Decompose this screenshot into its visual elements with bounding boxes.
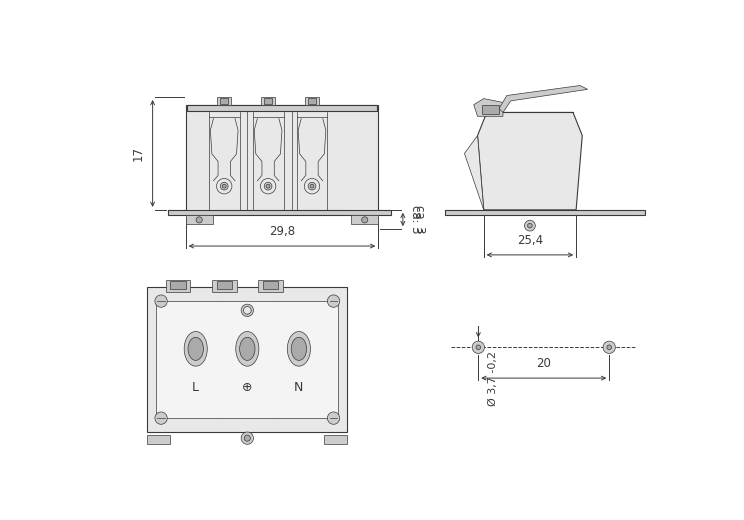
Circle shape — [155, 295, 167, 307]
Bar — [147, 435, 170, 444]
Bar — [168, 210, 391, 215]
Bar — [212, 280, 237, 292]
Text: 20: 20 — [536, 357, 551, 370]
Text: L: L — [192, 381, 199, 394]
Circle shape — [310, 184, 314, 188]
Circle shape — [327, 295, 340, 307]
Bar — [156, 301, 339, 418]
Bar — [263, 281, 278, 289]
Bar — [308, 98, 316, 104]
Text: N: N — [294, 381, 304, 394]
Bar — [445, 210, 645, 215]
Polygon shape — [464, 136, 484, 210]
Bar — [324, 435, 347, 444]
Bar — [220, 98, 228, 104]
Text: Ø 3,7 -0,2: Ø 3,7 -0,2 — [487, 351, 498, 406]
Polygon shape — [478, 112, 583, 210]
Bar — [170, 281, 186, 289]
Bar — [186, 215, 213, 225]
Polygon shape — [499, 85, 588, 112]
Circle shape — [308, 183, 316, 190]
Circle shape — [476, 345, 481, 349]
Circle shape — [260, 178, 276, 194]
Ellipse shape — [236, 332, 259, 366]
Circle shape — [527, 223, 532, 228]
Ellipse shape — [287, 332, 310, 366]
Circle shape — [244, 435, 251, 441]
Circle shape — [155, 412, 167, 424]
Bar — [305, 97, 319, 105]
Circle shape — [362, 217, 368, 223]
Circle shape — [220, 183, 228, 190]
Bar — [186, 105, 378, 213]
Bar — [482, 105, 499, 114]
Text: 17: 17 — [132, 146, 145, 161]
Circle shape — [266, 184, 270, 188]
Bar — [187, 105, 376, 111]
Text: 25,4: 25,4 — [517, 234, 543, 247]
Text: ca. 3: ca. 3 — [413, 205, 426, 233]
Polygon shape — [474, 99, 503, 116]
Bar — [147, 287, 347, 432]
Bar — [264, 98, 272, 104]
Circle shape — [603, 341, 615, 354]
Circle shape — [472, 341, 484, 354]
Bar — [351, 215, 378, 225]
Bar — [258, 280, 283, 292]
Circle shape — [222, 184, 226, 188]
Bar — [261, 97, 275, 105]
Circle shape — [196, 217, 202, 223]
Ellipse shape — [240, 337, 255, 360]
Circle shape — [304, 178, 320, 194]
Circle shape — [264, 183, 272, 190]
Circle shape — [241, 432, 254, 444]
Text: ca. 3: ca. 3 — [409, 205, 422, 233]
Bar — [217, 281, 232, 289]
Ellipse shape — [291, 337, 307, 360]
Text: ⊕: ⊕ — [242, 381, 252, 394]
Circle shape — [241, 304, 254, 317]
Bar — [217, 97, 231, 105]
Ellipse shape — [188, 337, 203, 360]
Circle shape — [327, 412, 340, 424]
Circle shape — [525, 220, 535, 231]
Bar — [166, 280, 190, 292]
Circle shape — [243, 306, 251, 314]
Text: 29,8: 29,8 — [269, 225, 295, 238]
Circle shape — [217, 178, 232, 194]
Ellipse shape — [185, 332, 208, 366]
Circle shape — [607, 345, 612, 349]
